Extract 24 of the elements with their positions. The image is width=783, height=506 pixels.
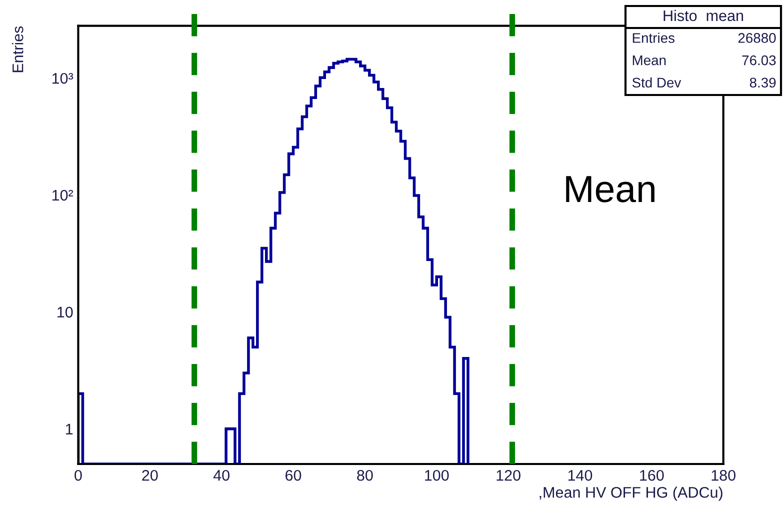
x-tick-label: 140: [568, 470, 592, 481]
x-tick-label: 160: [640, 470, 664, 481]
annotation: Entries: [632, 32, 674, 43]
x-tick-label: 60: [286, 470, 302, 481]
y-tick-label: 10³: [52, 72, 74, 84]
x-axis-title: ,Mean HV OFF HG (ADCu): [540, 486, 722, 501]
x-tick-label: 20: [142, 470, 158, 481]
x-tick-label: 180: [712, 470, 736, 481]
text: 76.03: [742, 55, 776, 66]
x-tick-label: 0: [74, 470, 82, 481]
text: Histo mean: [664, 10, 744, 22]
annotation: Std Dev: [632, 77, 682, 88]
x-tick-label: 100: [425, 470, 449, 481]
y-tick-label: 1: [66, 424, 73, 434]
annotation: Mean: [566, 176, 654, 202]
x-tick-label: 120: [496, 470, 520, 481]
y-tick-label: 10: [58, 306, 73, 318]
annotation: Mean: [632, 56, 666, 66]
text: 8.39: [750, 78, 776, 88]
text: 26880: [738, 33, 776, 43]
y-axis-title: Entries: [12, 26, 24, 72]
y-tick-label: 10²: [52, 190, 74, 201]
x-tick-label: 80: [357, 470, 373, 481]
x-tick-label: 40: [213, 470, 230, 481]
